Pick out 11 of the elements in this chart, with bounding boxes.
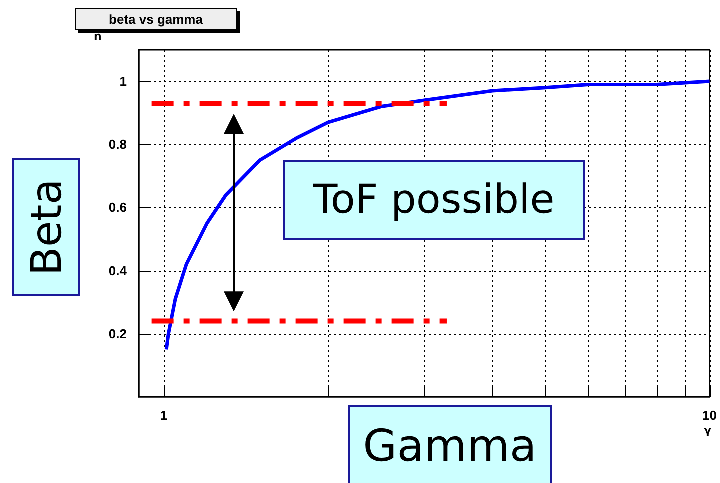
y-axis-title: Beta bbox=[22, 178, 71, 276]
y-tick-label: 0.8 bbox=[108, 137, 127, 152]
annotation: ToF possible bbox=[283, 160, 585, 240]
y-tick-label: 0.6 bbox=[108, 200, 127, 216]
x-axis-title: Gamma bbox=[348, 405, 552, 483]
text: γ bbox=[704, 424, 712, 437]
x-tick-label: 10 bbox=[702, 408, 718, 423]
chart-title: beta vs gamma bbox=[75, 8, 237, 30]
y-tick-label: 0.2 bbox=[108, 326, 127, 342]
y-tick-label: 0.4 bbox=[108, 263, 128, 278]
y-tick-label: 1 bbox=[120, 74, 127, 90]
